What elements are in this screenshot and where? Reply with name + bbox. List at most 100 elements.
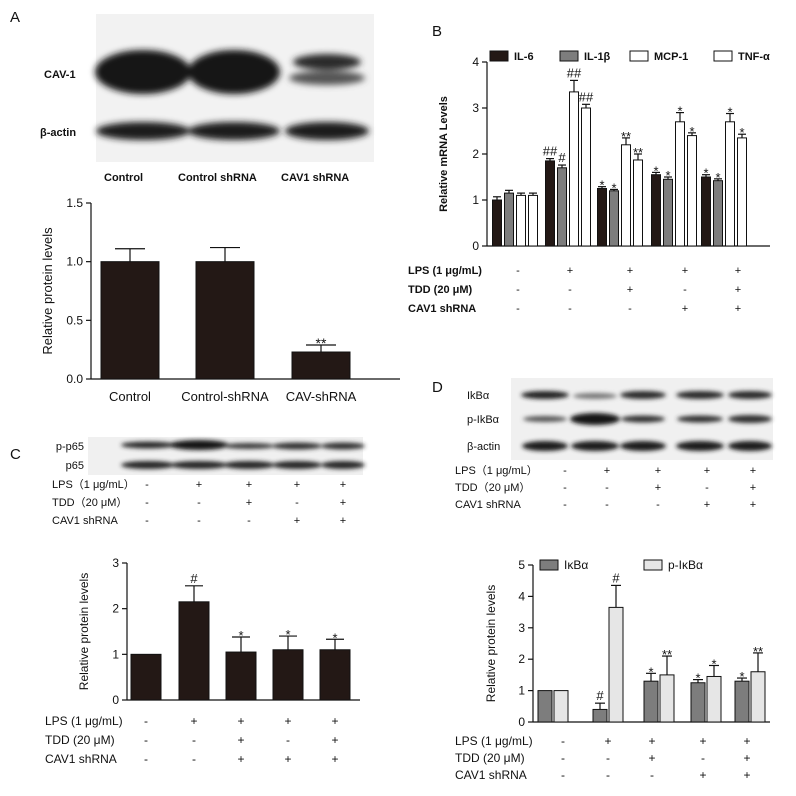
treatment-sign: - xyxy=(563,499,567,511)
bar-B xyxy=(621,144,631,247)
y-tick-label-A: 1.0 xyxy=(66,255,83,269)
panel-letter-d: D xyxy=(432,379,443,396)
treatment-sign: + xyxy=(237,733,244,747)
treatment-sign: - xyxy=(628,303,632,315)
treatment-sign: - xyxy=(605,499,609,511)
legend-swatch-B xyxy=(559,50,579,62)
y-tick-label-B: 0 xyxy=(472,239,479,253)
bar-B xyxy=(528,194,538,247)
legend-label-B: TNF-α xyxy=(738,51,770,63)
legend-swatch-B xyxy=(629,50,649,62)
bar-D xyxy=(750,671,766,723)
y-tick-label-A: 0.5 xyxy=(66,313,83,327)
significance-mark-B: * xyxy=(665,168,670,183)
treatment-sign: - xyxy=(192,752,196,766)
bar-B xyxy=(545,160,555,247)
x-tick-label-A: Control xyxy=(109,389,151,404)
y-tick-label-C: 3 xyxy=(112,556,119,570)
treatment-label: LPS (1 μg/mL) xyxy=(45,714,123,728)
bar-B xyxy=(569,91,579,247)
treatment-sign: + xyxy=(743,734,750,748)
significance-mark-D: ** xyxy=(662,647,672,662)
bar-A xyxy=(291,351,351,380)
treatment-sign: + xyxy=(294,515,300,527)
treatment-sign: - xyxy=(701,751,705,765)
treatment-sign: + xyxy=(682,303,688,315)
legend-label-D: p-IκBα xyxy=(668,558,703,572)
treatment-table-d-chart: LPS (1 μg/mL) - + + + + TDD (20 μM) - - + - + CAV1 s… xyxy=(455,734,751,782)
treatment-sign: + xyxy=(196,479,202,491)
legend-swatch-B xyxy=(713,50,733,62)
treatment-sign: + xyxy=(604,465,610,477)
y-tick-label-B: 2 xyxy=(472,147,479,161)
y-tick-label-C: 2 xyxy=(112,602,119,616)
treatment-label: CAV1 shRNA xyxy=(45,752,117,766)
y-tick-label-A: 1.5 xyxy=(66,196,83,210)
treatment-label: TDD (20 μM) xyxy=(455,751,525,765)
bar-D xyxy=(592,708,608,723)
treatment-sign: - xyxy=(144,752,148,766)
treatment-sign: + xyxy=(704,465,710,477)
bar-B xyxy=(687,135,697,247)
treatment-sign: + xyxy=(648,734,655,748)
significance-mark-D: * xyxy=(648,664,653,679)
treatment-sign: + xyxy=(567,265,573,277)
treatment-sign: + xyxy=(627,284,633,296)
legend-swatch-B xyxy=(489,50,509,62)
significance-mark-D: * xyxy=(739,669,744,684)
significance-mark-D: ** xyxy=(753,644,763,659)
y-tick-label-B: 1 xyxy=(472,193,479,207)
treatment-sign: - xyxy=(145,497,149,509)
bar-D xyxy=(553,690,569,723)
bar-B xyxy=(663,178,673,247)
blot-c xyxy=(88,437,365,475)
bar-A xyxy=(100,261,160,380)
significance-mark-B: * xyxy=(599,178,604,193)
significance-mark-D: # xyxy=(596,688,604,703)
legend-label-B: MCP-1 xyxy=(654,51,688,63)
blot-a xyxy=(95,14,374,162)
bar-C xyxy=(178,601,210,701)
blot-d xyxy=(511,378,773,460)
treatment-sign: + xyxy=(340,479,346,491)
treatment-sign: - xyxy=(295,497,299,509)
treatment-label: LPS（1 μg/mL） xyxy=(52,478,135,491)
treatment-sign: - xyxy=(516,265,520,277)
treatment-sign: + xyxy=(743,768,750,782)
treatment-sign: - xyxy=(561,751,565,765)
treatment-sign: + xyxy=(750,499,756,511)
y-axis-label-A: Relative protein levels xyxy=(40,227,55,355)
treatment-sign: + xyxy=(704,499,710,511)
bar-D xyxy=(608,606,624,723)
significance-mark-B: * xyxy=(611,180,616,195)
treatment-sign: + xyxy=(648,751,655,765)
treatment-sign: - xyxy=(568,284,572,296)
bar-D xyxy=(690,682,706,723)
treatment-label: LPS（1 μg/mL） xyxy=(455,464,538,477)
blot-a-lane-cav1-shrna: CAV1 shRNA xyxy=(281,172,349,184)
treatment-sign: + xyxy=(743,751,750,765)
bar-B xyxy=(597,188,607,247)
significance-mark-C: # xyxy=(190,571,198,586)
treatment-table-b: LPS (1 μg/mL) - + + + + TDD (20 μM) - - + - + CAV1 s… xyxy=(408,265,741,315)
significance-mark-B: ** xyxy=(633,145,643,160)
y-tick-label-D: 2 xyxy=(518,652,525,666)
bar-B xyxy=(504,192,514,247)
treatment-sign: + xyxy=(627,265,633,277)
legend-label-D: IκBα xyxy=(564,558,588,572)
panel-letter-a: A xyxy=(10,9,20,26)
blot-c-row-p65: p65 xyxy=(66,460,84,472)
treatment-sign: + xyxy=(237,714,244,728)
treatment-sign: - xyxy=(197,497,201,509)
y-tick-label-C: 1 xyxy=(112,647,119,661)
significance-mark-B: ## xyxy=(567,65,582,80)
treatment-sign: + xyxy=(190,714,197,728)
treatment-label: TDD (20 μM) xyxy=(45,733,115,747)
treatment-sign: - xyxy=(605,482,609,494)
blot-a-lane-control: Control xyxy=(104,172,143,184)
panel-letter-c: C xyxy=(10,446,21,463)
treatment-sign: + xyxy=(655,482,661,494)
significance-mark-C: * xyxy=(285,627,290,642)
blot-d-row-actin: β-actin xyxy=(467,441,500,453)
